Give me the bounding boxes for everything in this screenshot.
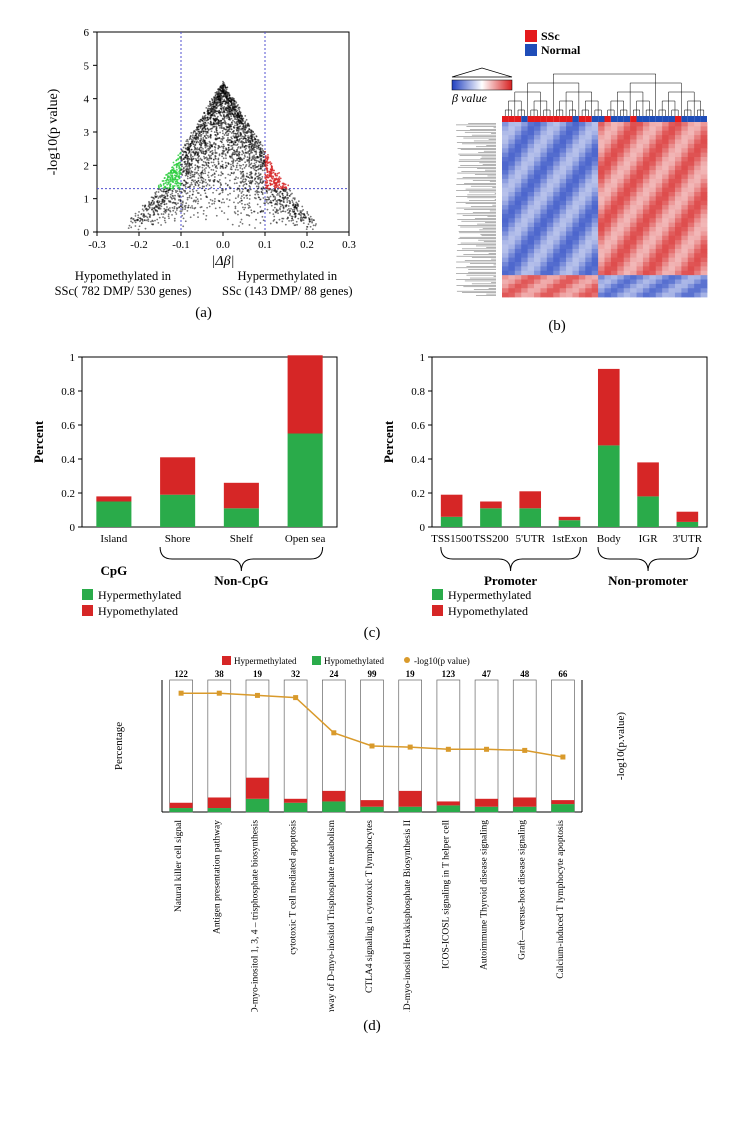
svg-text:0.6: 0.6 (61, 420, 75, 432)
svg-text:0.0: 0.0 (216, 239, 230, 251)
svg-text:Promoter: Promoter (484, 573, 537, 588)
svg-text:0: 0 (70, 522, 76, 534)
caption-a-left-1: Hypomethylated in (55, 269, 192, 284)
svg-text:0: 0 (83, 227, 89, 239)
svg-text:0.8: 0.8 (411, 386, 425, 398)
svg-text:SSc: SSc (541, 29, 560, 43)
svg-text:|Δβ|: |Δβ| (211, 254, 234, 269)
svg-text:Percentage: Percentage (113, 722, 125, 770)
caption-a-right-1: Hypermethylated in (222, 269, 353, 284)
svg-text:CTLA4 signaling in cytotoxic T: CTLA4 signaling in cytotoxic T lymphocyt… (365, 820, 375, 993)
svg-text:Hypomethylated: Hypomethylated (98, 604, 178, 618)
svg-text:47: 47 (482, 669, 492, 679)
svg-text:5: 5 (83, 60, 89, 72)
svg-text:Non-promoter: Non-promoter (608, 573, 688, 588)
svg-text:122: 122 (174, 669, 188, 679)
svg-text:Graft—versus-host disease sign: Graft—versus-host disease signaling (517, 820, 528, 960)
label-c: (c) (364, 625, 381, 642)
svg-text:Hypermethylated: Hypermethylated (98, 588, 181, 602)
svg-text:Calcium-induced T lymphocyte a: Calcium-induced T lymphocyte apoptosis (556, 820, 566, 979)
svg-text:Non-CpG: Non-CpG (214, 573, 268, 588)
svg-text:1: 1 (70, 352, 76, 364)
svg-text:48: 48 (520, 669, 530, 679)
svg-text:0: 0 (420, 522, 426, 534)
svg-text:3'UTR: 3'UTR (673, 533, 703, 545)
svg-text:Island: Island (100, 533, 127, 545)
svg-text:Natural killer cell signal: Natural killer cell signal (174, 820, 184, 912)
svg-text:Super-pathway of D-myo-inosito: Super-pathway of D-myo-inositol Trisphos… (326, 819, 337, 1012)
caption-left-right: Hypomethylated in SSc( 782 DMP/ 530 gene… (39, 269, 369, 299)
svg-text:1D-myo-inositol Hexakisphospha: 1D-myo-inositol Hexakisphosphate Biosynt… (403, 820, 413, 1012)
svg-text:ICOS-ICOSL signaling in T help: ICOS-ICOSL signaling in T helper cell (441, 820, 451, 969)
svg-text:66: 66 (558, 669, 568, 679)
svg-text:19: 19 (406, 669, 416, 679)
svg-text:-log10(p value): -log10(p value) (414, 656, 470, 666)
svg-text:0.1: 0.1 (258, 239, 272, 251)
svg-text:0.4: 0.4 (61, 454, 75, 466)
svg-text:3: 3 (83, 127, 89, 139)
svg-text:-0.2: -0.2 (130, 239, 147, 251)
svg-text:Hypomethylated: Hypomethylated (324, 656, 384, 666)
svg-text:6: 6 (83, 27, 89, 39)
svg-text:5'UTR: 5'UTR (515, 533, 545, 545)
svg-text:Shore: Shore (165, 533, 191, 545)
svg-text:IGR: IGR (639, 533, 659, 545)
heatmap: SScNormal β value (397, 22, 717, 312)
svg-text:Antigen presentation pathway: Antigen presentation pathway (212, 820, 222, 934)
svg-text:0.2: 0.2 (300, 239, 314, 251)
svg-text:32: 32 (291, 669, 301, 679)
svg-text:Hypermethylated: Hypermethylated (448, 588, 531, 602)
svg-text:Normal: Normal (541, 43, 581, 57)
svg-text:D-myo-inositol 1, 3, 4 – trisp: D-myo-inositol 1, 3, 4 – trisphosphate b… (250, 820, 260, 1012)
svg-text:0.2: 0.2 (411, 488, 425, 500)
caption-a-left-2: SSc( 782 DMP/ 530 genes) (55, 284, 192, 299)
cpg-bar-chart: 0 0.2 0.4 0.6 0.8 1 Percent Island Shore Shelf Ope… (27, 349, 347, 619)
svg-text:0.3: 0.3 (342, 239, 356, 251)
svg-text:CpG: CpG (101, 563, 128, 578)
pathway-chart: Hypermethylated Hypomethylated -log10(p va… (102, 652, 642, 1012)
svg-text:Hypomethylated: Hypomethylated (448, 604, 528, 618)
svg-text:24: 24 (329, 669, 339, 679)
caption-a-right-2: SSc (143 DMP/ 88 genes) (222, 284, 353, 299)
svg-text:Percent: Percent (381, 420, 396, 463)
svg-text:β value: β value (451, 91, 488, 105)
svg-text:Hypermethylated: Hypermethylated (234, 656, 297, 666)
svg-text:Percent: Percent (31, 420, 46, 463)
promoter-bar-chart: 0 0.2 0.4 0.6 0.8 1 Percent TSS1500TSS200 5'UTR 1… (377, 349, 717, 619)
svg-text:38: 38 (215, 669, 225, 679)
volcano-plot: -0.3 -0.2 -0.1 0.0 0.1 0.2 0.3 0 1 2 3 4 5 6 |Δβ| -log1… (39, 22, 369, 272)
svg-text:TSS1500: TSS1500 (431, 533, 472, 545)
svg-text:Autoimmune Thyroid disease sig: Autoimmune Thyroid disease signaling (480, 820, 490, 970)
svg-text:0.6: 0.6 (411, 420, 425, 432)
svg-text:1: 1 (83, 194, 89, 206)
svg-text:0.8: 0.8 (61, 386, 75, 398)
svg-text:TSS200: TSS200 (473, 533, 509, 545)
svg-text:4: 4 (83, 94, 89, 106)
svg-text:Body: Body (597, 533, 621, 545)
svg-text:-log10(p.value): -log10(p.value) (615, 712, 627, 780)
label-a: (a) (195, 305, 212, 322)
label-d: (d) (363, 1018, 381, 1035)
svg-text:Shelf: Shelf (230, 533, 254, 545)
svg-text:-0.3: -0.3 (88, 239, 106, 251)
svg-text:2: 2 (83, 160, 89, 172)
svg-text:123: 123 (442, 669, 456, 679)
svg-text:0.2: 0.2 (61, 488, 75, 500)
svg-text:19: 19 (253, 669, 262, 679)
svg-text:-0.1: -0.1 (172, 239, 189, 251)
label-b: (b) (548, 318, 566, 335)
svg-text:1stExon: 1stExon (551, 533, 588, 545)
svg-text:0.4: 0.4 (411, 454, 425, 466)
svg-text:99: 99 (368, 669, 378, 679)
svg-text:cytotoxic T cell mediated apop: cytotoxic T cell mediated apoptosis (289, 820, 299, 955)
svg-text:Open sea: Open sea (285, 533, 326, 545)
svg-text:1: 1 (420, 352, 426, 364)
svg-text:-log10(p value): -log10(p value) (46, 88, 61, 175)
